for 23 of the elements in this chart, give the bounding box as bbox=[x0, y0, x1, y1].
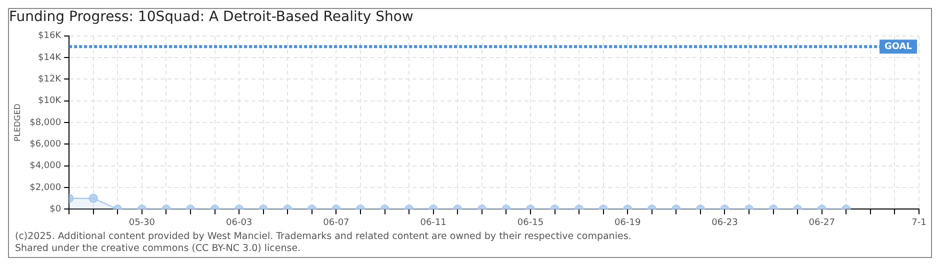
y-tick-label: $10K bbox=[38, 96, 62, 106]
y-tick-label: $16K bbox=[38, 31, 62, 42]
chart-title: Funding Progress: 10Squad: A Detroit-Based Reality Show bbox=[9, 9, 414, 26]
y-tick-label: $14K bbox=[38, 52, 62, 63]
x-tick-label: 06-27 bbox=[808, 218, 835, 228]
y-tick-label: $0 bbox=[50, 204, 62, 215]
x-tick-label: 06-07 bbox=[323, 218, 350, 228]
ref-line-label: GOAL bbox=[884, 42, 912, 52]
x-tick-label: 05-30 bbox=[128, 218, 156, 228]
y-tick-label: $2,000 bbox=[30, 182, 62, 193]
x-tick-label: 06-15 bbox=[517, 218, 544, 228]
y-tick-label: $4,000 bbox=[30, 161, 62, 172]
y-axis-title: PLEDGED bbox=[12, 104, 22, 142]
x-tick-label: 06-23 bbox=[712, 218, 738, 228]
y-tick-label: $6,000 bbox=[30, 140, 62, 150]
text: (c)2025. Additional content provided by West Manciel. Trademarks and related content are owned by their respective companies. bbox=[15, 231, 632, 243]
x-tick-label: 7-1 bbox=[912, 218, 926, 228]
y-tick-label: $8,000 bbox=[30, 118, 62, 128]
x-tick-label: 06-03 bbox=[226, 218, 252, 228]
y-tick-label: $12K bbox=[38, 74, 62, 84]
text: Shared under the creative commons (CC BY-NC 3.0) license. bbox=[15, 243, 302, 255]
x-tick-label: 06-19 bbox=[614, 218, 641, 228]
x-tick-label: 06-11 bbox=[420, 218, 446, 228]
